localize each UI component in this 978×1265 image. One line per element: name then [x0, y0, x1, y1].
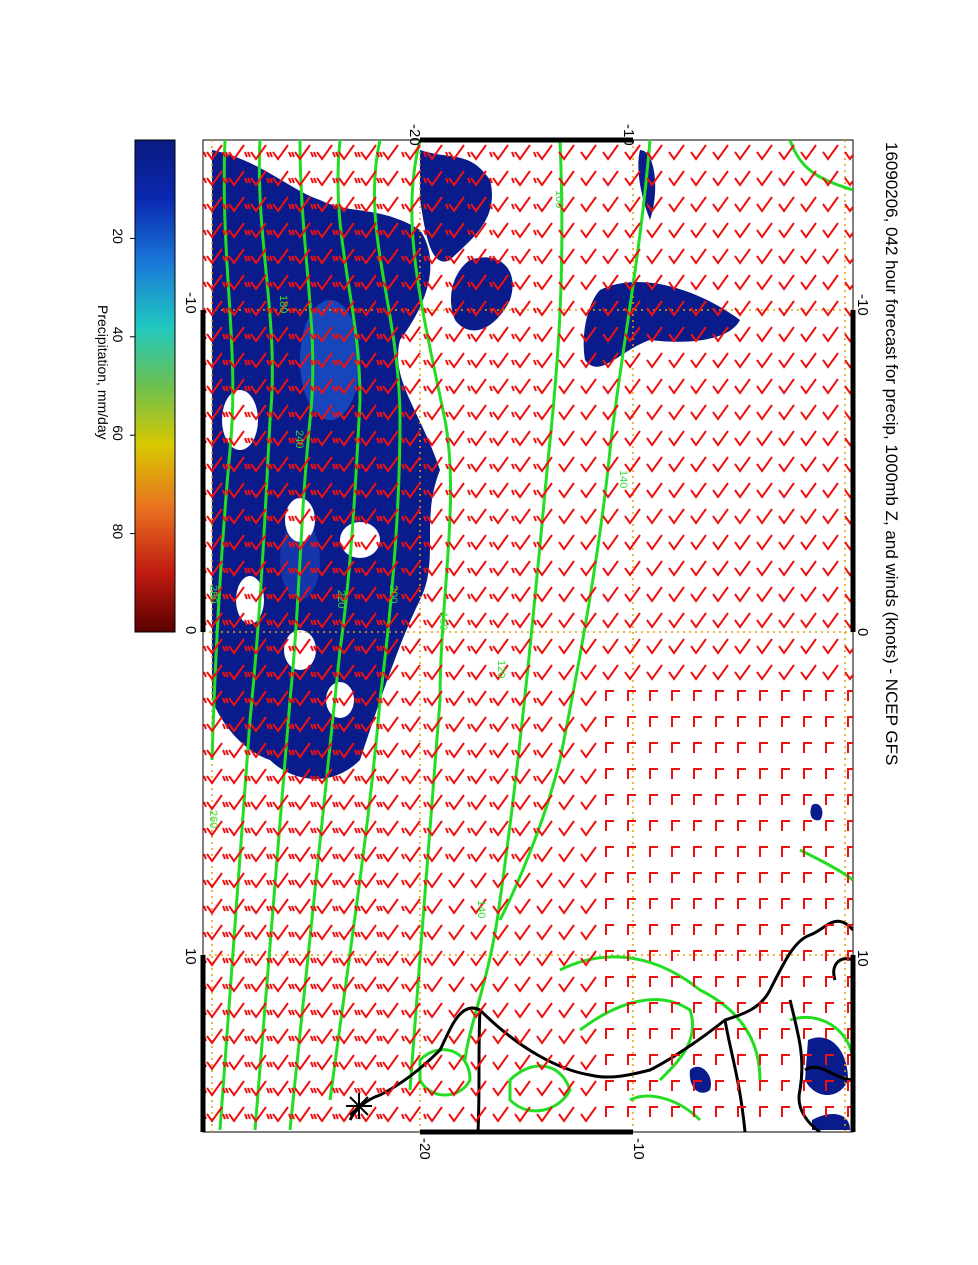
contour-label: 100: [553, 190, 565, 208]
bottom-tick-label: -20: [416, 1138, 433, 1160]
star-marker: [346, 1093, 372, 1119]
colorbar-label: Precipitation, mm/day: [95, 305, 111, 440]
contour-label: 260: [207, 810, 219, 828]
right-tick-label: 0: [854, 628, 871, 636]
figure-title: 16090206, 042 hour forecast for precip, …: [882, 142, 901, 765]
bottom-tick-label: -10: [630, 1138, 647, 1160]
left-tick-label: 0: [182, 626, 199, 634]
contour-label: 160: [437, 612, 449, 630]
right-tick-label: -10: [854, 294, 871, 316]
colorbar-gradient: [134, 139, 176, 633]
top-tick-label: -20: [406, 124, 423, 146]
colorbar-tick-label: 60: [110, 425, 126, 441]
contour-label: 140: [617, 470, 629, 488]
contour-labels: 100 140 160 180 200 220 240 260 280 120 …: [207, 190, 629, 918]
map-panel: [200, 137, 856, 1135]
colorbar-tick-label: 20: [110, 228, 126, 244]
top-tick-label: -10: [620, 124, 637, 146]
colorbar-tick-label: 40: [110, 327, 126, 343]
axis-frame-bars: [200, 137, 856, 1135]
contour-label: 200: [387, 585, 399, 603]
geopotential-contours: [210, 140, 853, 1131]
contour-label: 280: [207, 585, 219, 603]
colorbar: 20 40 60 80 Precipitation, mm/day: [95, 139, 176, 633]
contour-label: 220: [335, 590, 347, 608]
contour-label: 140: [475, 900, 487, 918]
left-tick-label: -10: [182, 292, 199, 314]
wind-barbs: [203, 144, 853, 1123]
right-tick-label: 10: [854, 950, 871, 967]
left-tick-label: 10: [182, 948, 199, 965]
axis-labels: -20 -10 -20 -10 -10 0 10 -10 0 10: [182, 124, 871, 1160]
contour-label: 240: [293, 430, 305, 448]
contour-label: 180: [277, 295, 289, 313]
contour-label: 120: [495, 660, 507, 678]
colorbar-tick-label: 80: [110, 524, 126, 540]
